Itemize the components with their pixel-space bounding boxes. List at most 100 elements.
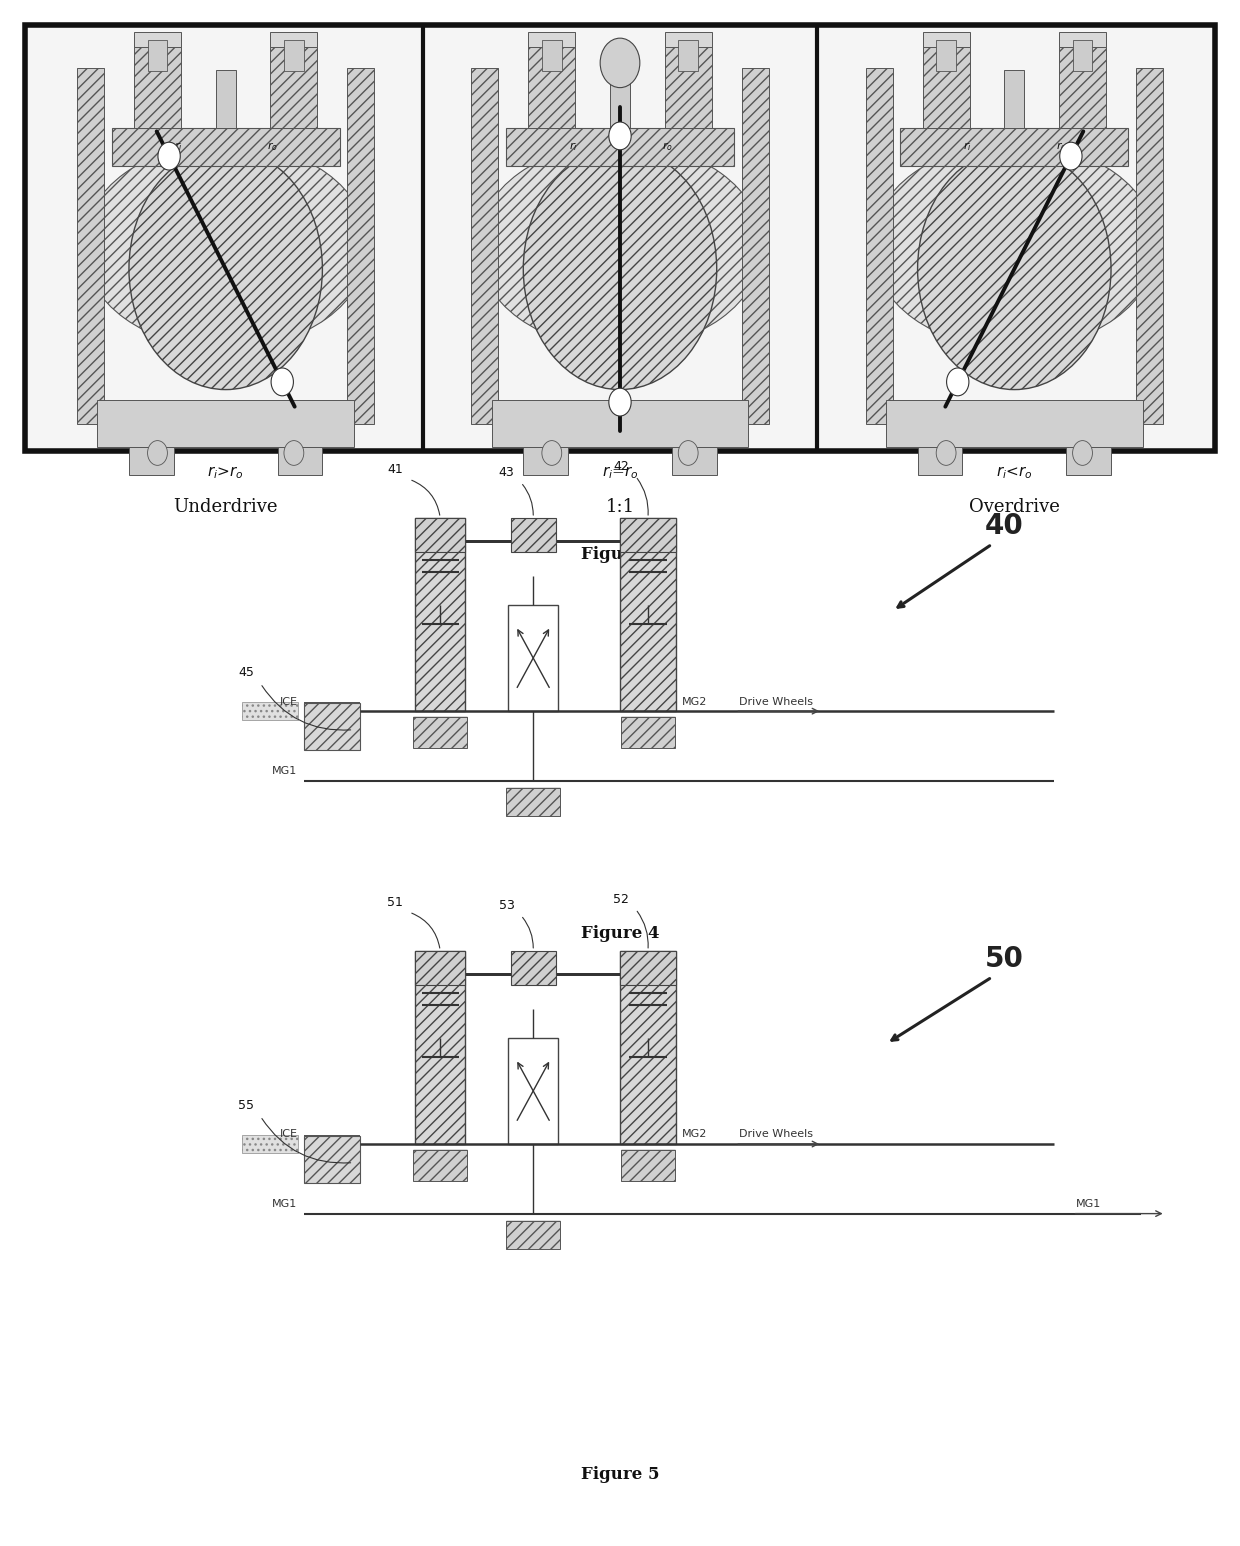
Text: MG2: MG2 bbox=[682, 697, 707, 707]
Bar bbox=[742, 68, 769, 424]
Bar bbox=[129, 447, 174, 475]
Ellipse shape bbox=[872, 144, 1157, 348]
Bar bbox=[134, 32, 181, 46]
Text: $r_o$: $r_o$ bbox=[662, 141, 672, 153]
Bar bbox=[511, 951, 556, 985]
Ellipse shape bbox=[523, 148, 717, 390]
Circle shape bbox=[1073, 441, 1092, 465]
Text: 41: 41 bbox=[387, 464, 403, 476]
Bar bbox=[304, 703, 360, 750]
Text: MG1: MG1 bbox=[273, 767, 298, 776]
Bar bbox=[270, 46, 317, 128]
Bar bbox=[620, 518, 676, 552]
Bar bbox=[1059, 32, 1106, 46]
Bar bbox=[665, 32, 712, 46]
Bar bbox=[923, 46, 970, 128]
Bar bbox=[242, 1135, 298, 1153]
Text: ICE: ICE bbox=[279, 697, 298, 707]
Bar bbox=[77, 68, 104, 424]
Bar bbox=[134, 46, 181, 128]
Bar bbox=[923, 32, 970, 46]
Text: $r_i$>$r_o$: $r_i$>$r_o$ bbox=[207, 464, 244, 481]
Bar bbox=[97, 400, 355, 447]
Circle shape bbox=[284, 441, 304, 465]
Text: $r_i$: $r_i$ bbox=[174, 141, 184, 153]
Bar bbox=[216, 71, 236, 128]
Bar bbox=[413, 717, 467, 748]
Bar bbox=[866, 68, 893, 424]
Bar bbox=[1059, 46, 1106, 128]
Text: Drive Wheels: Drive Wheels bbox=[739, 1130, 813, 1139]
Circle shape bbox=[936, 441, 956, 465]
Ellipse shape bbox=[477, 144, 763, 348]
Bar bbox=[415, 951, 465, 985]
Bar bbox=[506, 1221, 560, 1249]
Bar bbox=[528, 46, 575, 128]
Text: 51: 51 bbox=[387, 897, 403, 909]
Circle shape bbox=[148, 441, 167, 465]
Text: 53: 53 bbox=[498, 900, 515, 912]
Circle shape bbox=[157, 142, 180, 170]
Bar bbox=[542, 40, 562, 71]
Bar bbox=[304, 1136, 360, 1183]
Ellipse shape bbox=[129, 148, 322, 390]
Bar bbox=[620, 518, 676, 711]
Circle shape bbox=[272, 368, 294, 396]
Text: $r_i$: $r_i$ bbox=[962, 141, 972, 153]
Ellipse shape bbox=[83, 144, 368, 348]
Text: Drive Wheels: Drive Wheels bbox=[739, 697, 813, 707]
Bar bbox=[284, 40, 304, 71]
Bar bbox=[620, 951, 676, 1144]
Bar bbox=[528, 32, 575, 46]
Bar bbox=[148, 40, 167, 71]
Bar bbox=[491, 400, 748, 447]
Bar bbox=[278, 447, 322, 475]
Text: 1:1: 1:1 bbox=[605, 498, 635, 516]
Bar bbox=[620, 951, 676, 985]
Bar bbox=[508, 1037, 558, 1144]
Text: 43: 43 bbox=[498, 467, 515, 479]
Circle shape bbox=[542, 441, 562, 465]
Bar bbox=[620, 1150, 675, 1181]
Text: Overdrive: Overdrive bbox=[968, 498, 1060, 516]
Bar bbox=[1073, 40, 1092, 71]
Text: $r_i$=$r_o$: $r_i$=$r_o$ bbox=[601, 464, 639, 481]
Bar bbox=[506, 788, 560, 816]
Bar bbox=[1004, 71, 1024, 128]
Bar bbox=[900, 128, 1128, 167]
Bar bbox=[270, 32, 317, 46]
Bar bbox=[1136, 68, 1163, 424]
Bar bbox=[413, 1150, 467, 1181]
Bar bbox=[415, 518, 465, 552]
Circle shape bbox=[609, 122, 631, 150]
Bar bbox=[665, 46, 712, 128]
Text: $r_o$: $r_o$ bbox=[1056, 141, 1066, 153]
Circle shape bbox=[946, 368, 968, 396]
Bar bbox=[415, 518, 465, 711]
Text: $r_i$<$r_o$: $r_i$<$r_o$ bbox=[996, 464, 1033, 481]
Bar bbox=[471, 68, 498, 424]
Text: MG1: MG1 bbox=[273, 1200, 298, 1209]
Bar bbox=[508, 604, 558, 711]
Circle shape bbox=[1060, 142, 1083, 170]
Bar bbox=[620, 717, 675, 748]
Text: $r_o$: $r_o$ bbox=[268, 141, 278, 153]
Text: Figure 5: Figure 5 bbox=[580, 1466, 660, 1483]
Text: $r_i$: $r_i$ bbox=[568, 141, 578, 153]
Circle shape bbox=[678, 441, 698, 465]
Circle shape bbox=[609, 388, 631, 416]
Text: Figure 4: Figure 4 bbox=[580, 925, 660, 942]
Bar bbox=[506, 128, 734, 167]
Text: 52: 52 bbox=[614, 894, 629, 906]
Ellipse shape bbox=[918, 148, 1111, 390]
Text: 40: 40 bbox=[985, 512, 1024, 540]
Circle shape bbox=[600, 39, 640, 88]
Bar bbox=[678, 40, 698, 71]
Text: 55: 55 bbox=[238, 1099, 254, 1112]
Bar bbox=[610, 71, 630, 128]
Bar bbox=[936, 40, 956, 71]
Text: 50: 50 bbox=[985, 945, 1024, 972]
Bar bbox=[25, 25, 1215, 451]
Bar bbox=[1066, 447, 1111, 475]
Bar bbox=[885, 400, 1142, 447]
